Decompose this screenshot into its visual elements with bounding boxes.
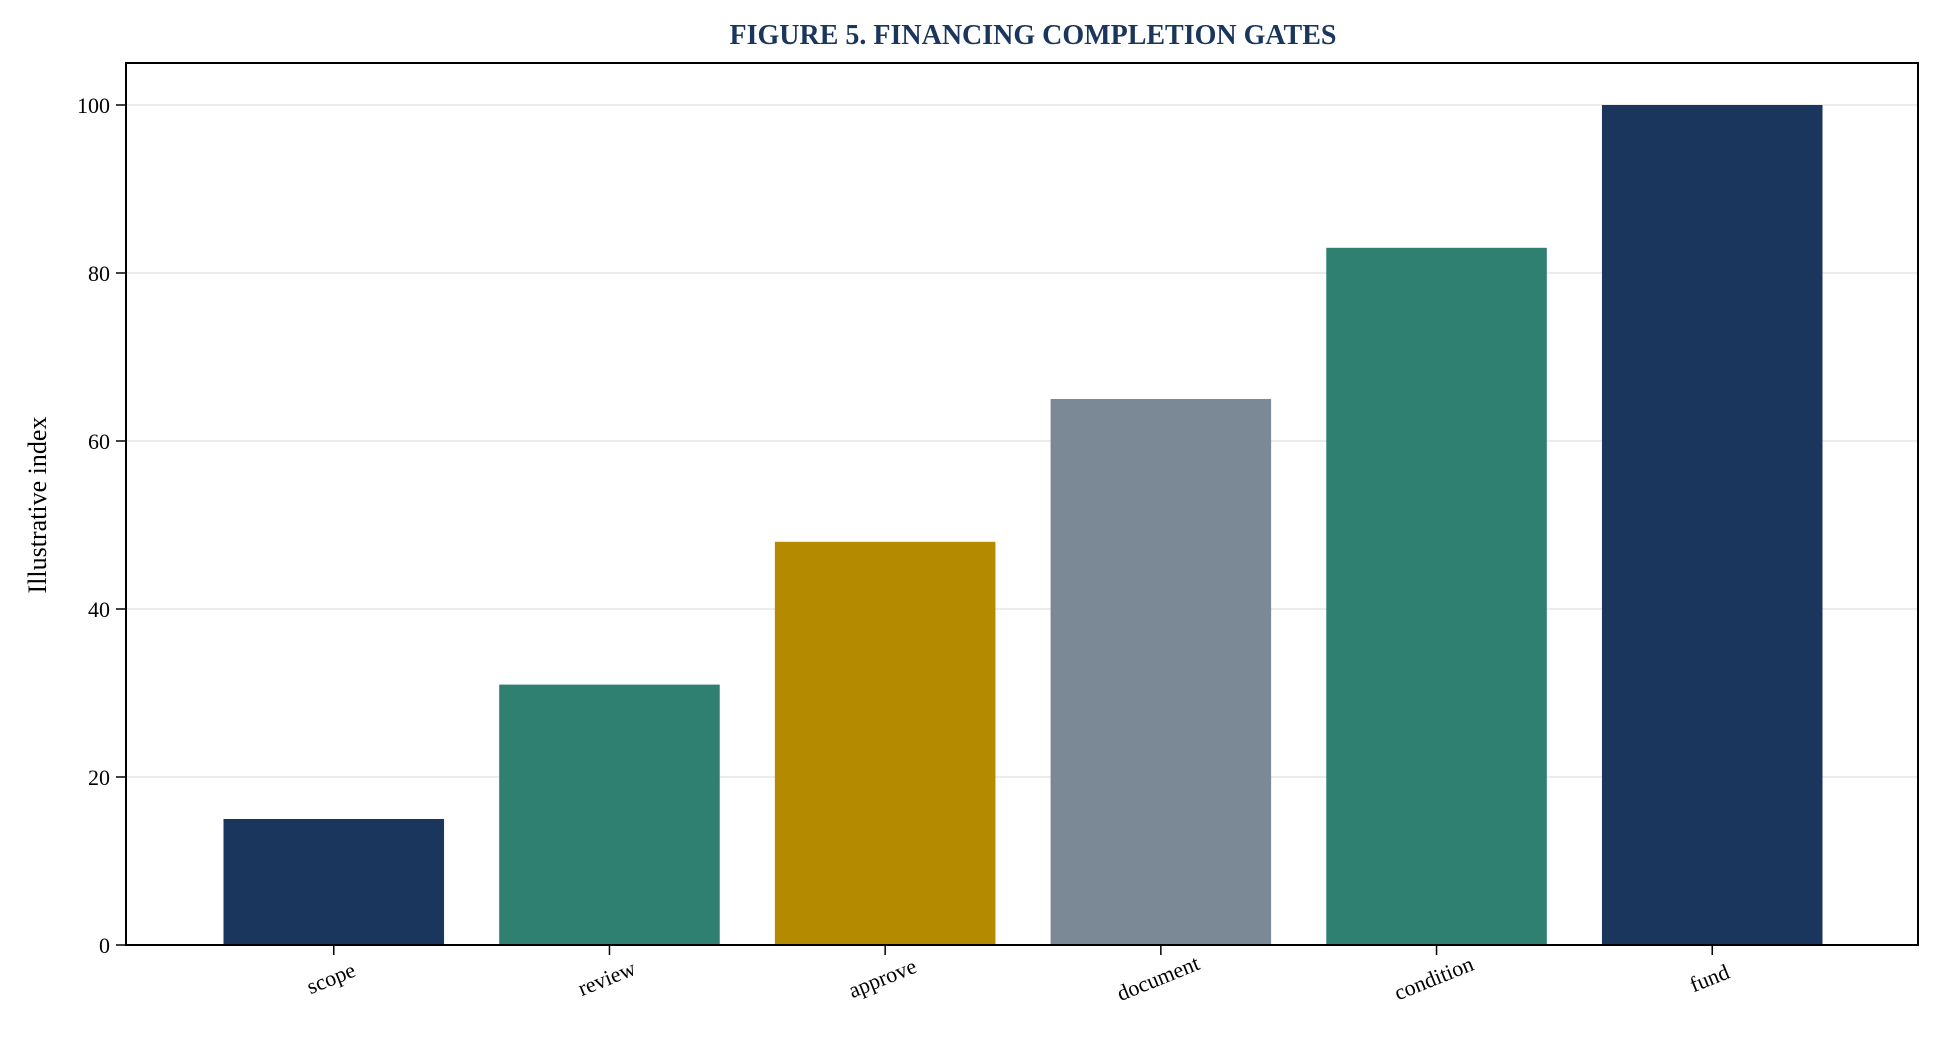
bar-condition <box>1326 247 1547 946</box>
bar-review <box>499 684 720 945</box>
axes <box>116 62 1919 955</box>
x-tick-label-review: review <box>574 955 639 1001</box>
y-axis-label: Illustrative index <box>23 417 52 594</box>
y-tick-label-0: 0 <box>99 933 110 958</box>
plot-frame <box>125 62 1919 946</box>
bar-approve <box>774 541 996 945</box>
bar-scope <box>223 819 445 945</box>
y-tick-label-20: 20 <box>88 765 110 790</box>
x-tick-label-approve: approve <box>845 953 920 1003</box>
y-tick-label-60: 60 <box>88 429 110 454</box>
chart-title: FIGURE 5. FINANCING COMPLETION GATES <box>730 20 1337 51</box>
bars <box>223 105 1823 946</box>
y-tick-label-100: 100 <box>77 93 110 118</box>
x-tick-label-scope: scope <box>303 957 359 999</box>
x-tick-label-condition: condition <box>1391 951 1477 1005</box>
x-tick-label-document: document <box>1113 950 1203 1006</box>
y-tick-label-80: 80 <box>88 261 110 286</box>
x-tick-label-fund: fund <box>1686 959 1733 997</box>
y-tick-label-40: 40 <box>88 597 110 622</box>
bar-fund <box>1601 105 1823 945</box>
bar-document <box>1050 399 1272 945</box>
